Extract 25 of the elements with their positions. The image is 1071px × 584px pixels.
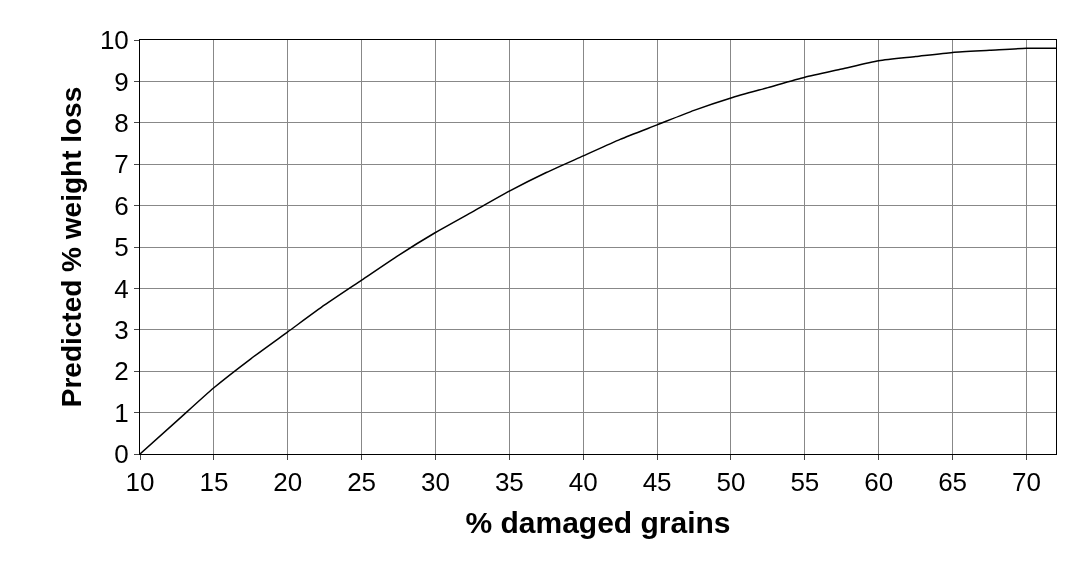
- x-tick-label: 25: [347, 467, 377, 498]
- x-tick-label: 45: [642, 467, 672, 498]
- y-tick-label: 5: [114, 232, 129, 263]
- y-tick-label: 8: [114, 107, 129, 138]
- y-tick-label: 1: [114, 397, 129, 428]
- y-tick-label: 9: [114, 66, 129, 97]
- y-tick-label: 10: [99, 25, 129, 56]
- x-tick-label: 70: [1011, 467, 1041, 498]
- y-axis-title: Predicted % weight loss: [55, 86, 87, 408]
- x-tick-label: 40: [568, 467, 598, 498]
- x-tick-label: 50: [716, 467, 746, 498]
- x-tick-label: 60: [864, 467, 894, 498]
- x-tick-label: 15: [199, 467, 229, 498]
- x-tick-label: 20: [273, 467, 303, 498]
- y-tick-label: 0: [114, 439, 129, 470]
- x-axis-title: % damaged grains: [465, 505, 731, 539]
- x-tick-label: 35: [494, 467, 524, 498]
- x-tick-label: 30: [421, 467, 450, 498]
- x-tick-label: 55: [790, 467, 820, 498]
- y-tick-label: 6: [114, 190, 129, 221]
- y-tick-label: 7: [114, 149, 129, 180]
- y-tick-label: 3: [114, 314, 129, 345]
- y-tick-label: 4: [114, 273, 129, 304]
- x-tick-label: 65: [938, 467, 968, 498]
- y-tick-label: 2: [114, 356, 129, 387]
